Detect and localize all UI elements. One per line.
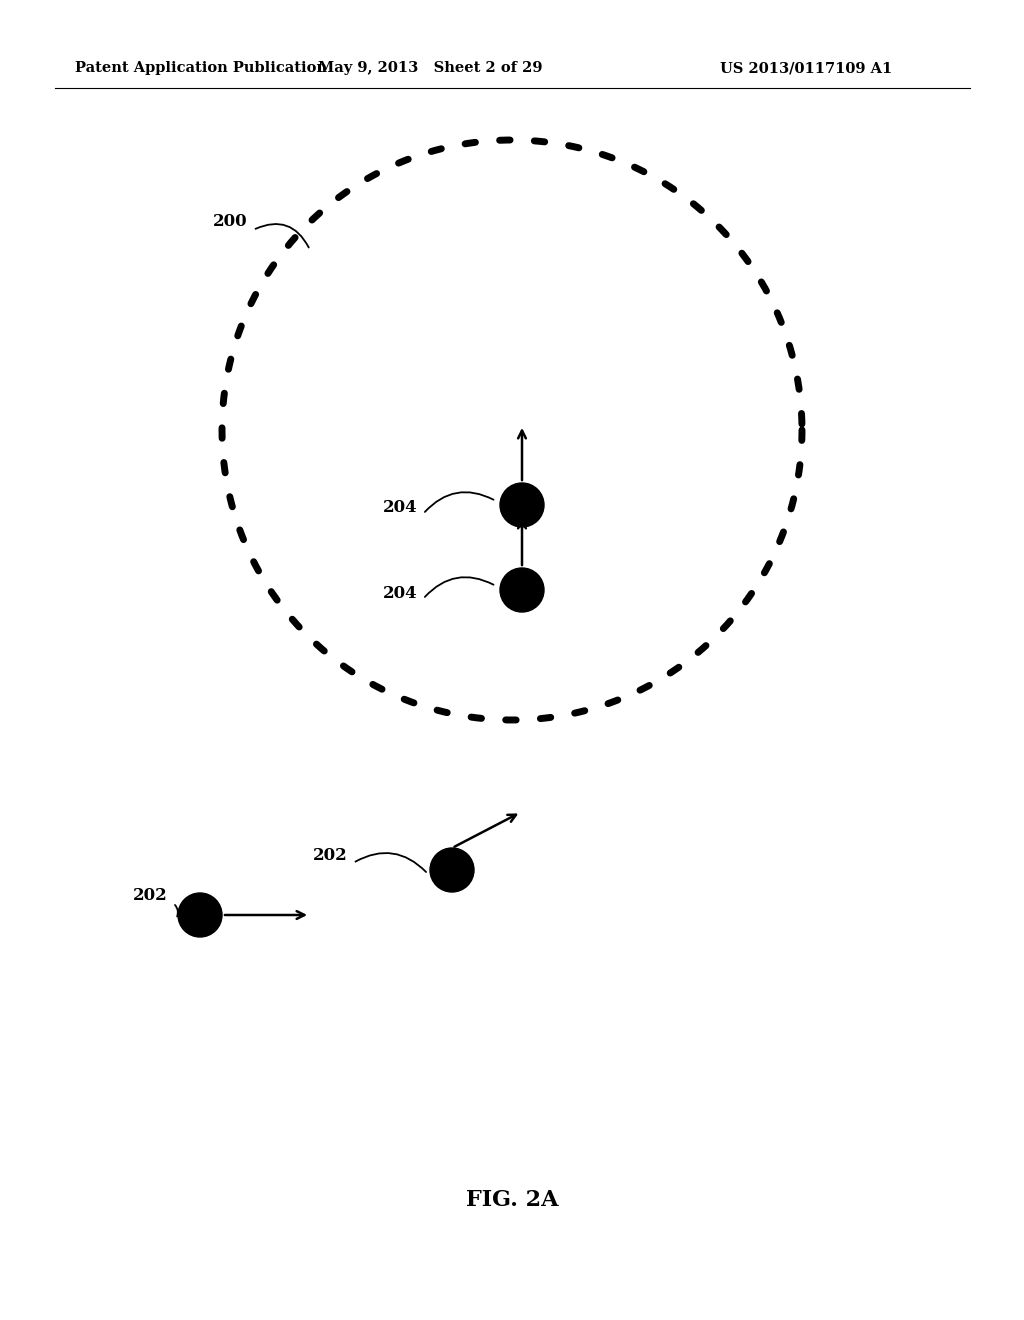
Text: FIG. 2A: FIG. 2A <box>466 1189 558 1210</box>
Text: May 9, 2013   Sheet 2 of 29: May 9, 2013 Sheet 2 of 29 <box>317 61 543 75</box>
Text: Patent Application Publication: Patent Application Publication <box>75 61 327 75</box>
Text: 202: 202 <box>313 846 348 863</box>
Circle shape <box>500 568 544 612</box>
Text: 204: 204 <box>383 499 418 516</box>
Text: 202: 202 <box>133 887 168 903</box>
Circle shape <box>178 894 222 937</box>
Text: 200: 200 <box>213 214 248 231</box>
Text: US 2013/0117109 A1: US 2013/0117109 A1 <box>720 61 892 75</box>
Circle shape <box>500 483 544 527</box>
Text: 204: 204 <box>383 585 418 602</box>
Circle shape <box>430 847 474 892</box>
